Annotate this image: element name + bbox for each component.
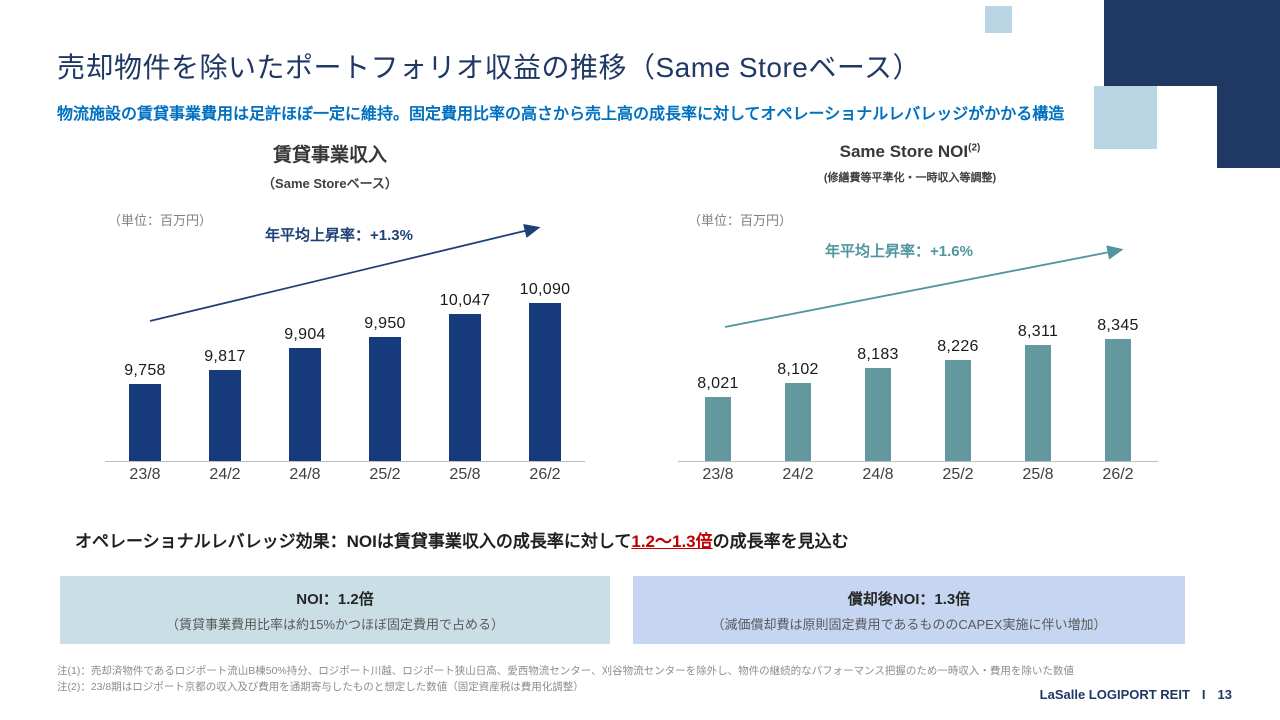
bar-value-label: 9,950 bbox=[364, 315, 406, 333]
amortized-noi-box: 償却後NOI：1.3倍 （減価償却費は原則固定費用であるもののCAPEX実施に伴… bbox=[633, 576, 1185, 644]
x-axis-label: 24/2 bbox=[782, 466, 814, 483]
chart-title: Same Store NOI(2) bbox=[650, 140, 1170, 162]
bars-row: 9,758 9,817 9,904 9,950 10,047 10,090 bbox=[105, 232, 585, 462]
leverage-statement: オペレーショナルレバレッジ効果：NOIは賃貸事業収入の成長率に対して1.2〜1.… bbox=[75, 527, 849, 552]
bar-value-label: 8,021 bbox=[697, 375, 739, 392]
chart-same-store-noi: Same Store NOI(2) (修繕費等平準化・一時収入等調整) （単位：… bbox=[650, 140, 1170, 510]
bar bbox=[209, 369, 241, 461]
bar-value-label: 10,047 bbox=[439, 291, 491, 309]
page-title: 売却物件を除いたポートフォリオ収益の推移（Same Storeベース） bbox=[57, 52, 921, 83]
trend-arrow bbox=[724, 245, 1124, 328]
x-axis-label: 25/2 bbox=[369, 466, 401, 483]
bar bbox=[945, 360, 971, 461]
chart-subtitle: (修繕費等平準化・一時収入等調整) bbox=[823, 172, 997, 184]
bar-group: 9,950 bbox=[345, 315, 425, 461]
x-axis-label: 26/2 bbox=[529, 466, 561, 483]
bars-row: 8,021 8,102 8,183 8,226 8,311 8,345 bbox=[678, 232, 1158, 462]
growth-rate-label: 年平均上昇率：+1.3% bbox=[265, 227, 413, 244]
x-axis-label: 25/8 bbox=[1022, 466, 1054, 483]
x-axis-label: 24/8 bbox=[862, 466, 894, 483]
bar-group: 9,758 bbox=[105, 362, 185, 461]
page-number: 13 bbox=[1217, 687, 1232, 702]
x-axis-label: 24/2 bbox=[209, 466, 241, 483]
bar bbox=[129, 384, 161, 461]
bar-value-label: 8,226 bbox=[937, 338, 979, 356]
decor-navy-strip bbox=[1217, 86, 1280, 168]
x-axis-label: 24/8 bbox=[289, 466, 321, 483]
leverage-highlight: 1.2〜1.3倍 bbox=[631, 532, 713, 551]
footnote: 注(2)：23/8期はロジポート京都の収入及び費用を通期寄与したものと想定した数… bbox=[57, 681, 584, 694]
brand-name: LaSalle LOGIPORT REIT bbox=[1039, 687, 1190, 702]
bar-group: 9,817 bbox=[185, 348, 265, 461]
chart-title: 賃貸事業収入 bbox=[272, 145, 387, 166]
bar bbox=[449, 313, 481, 461]
bar-group: 8,345 bbox=[1078, 317, 1158, 461]
bar-group: 9,904 bbox=[265, 326, 345, 461]
growth-rate-label: 年平均上昇率：+1.6% bbox=[825, 243, 973, 260]
footer-separator: I bbox=[1201, 687, 1206, 702]
categories-row: 23/8 24/2 24/8 25/2 25/8 26/2 bbox=[678, 466, 1158, 484]
bar-group: 10,090 bbox=[505, 281, 585, 461]
noi-box: NOI：1.2倍 （賃貸事業費用比率は約15%かつほぼ固定費用で占める） bbox=[60, 576, 610, 644]
bar bbox=[865, 368, 891, 461]
box-title: NOI：1.2倍 bbox=[296, 590, 374, 608]
bar-value-label: 8,102 bbox=[777, 360, 819, 378]
x-axis-label: 26/2 bbox=[1102, 466, 1134, 483]
leverage-suffix: の成長率を見込む bbox=[712, 532, 849, 551]
bar-value-label: 9,758 bbox=[124, 362, 166, 379]
decor-navy-block bbox=[1104, 0, 1280, 86]
categories-row: 23/8 24/2 24/8 25/2 25/8 26/2 bbox=[105, 466, 585, 484]
box-title: 償却後NOI：1.3倍 bbox=[847, 590, 971, 608]
trend-arrow bbox=[149, 223, 541, 322]
box-note: （賃貸事業費用比率は約15%かつほぼ固定費用で占める） bbox=[165, 616, 505, 632]
x-axis-label: 25/2 bbox=[942, 466, 974, 483]
chart-title-text: Same Store NOI bbox=[839, 142, 969, 161]
chart-title-superscript: (2) bbox=[968, 142, 981, 154]
bar bbox=[369, 337, 401, 461]
bar bbox=[1105, 339, 1131, 461]
bar-group: 8,021 bbox=[678, 375, 758, 461]
unit-label: （単位：百万円） bbox=[108, 213, 213, 228]
x-axis-label: 23/8 bbox=[702, 466, 734, 483]
decor-square-small bbox=[985, 6, 1012, 33]
bar bbox=[529, 303, 561, 461]
bar bbox=[1025, 345, 1051, 461]
footnotes: 注(1)：売却済物件であるロジポート流山B棟50%持分、ロジポート川越、ロジポー… bbox=[57, 663, 1074, 696]
bar-value-label: 9,904 bbox=[284, 326, 326, 344]
footer: LaSalle LOGIPORT REIT I 13 bbox=[1040, 687, 1232, 702]
bar-group: 8,102 bbox=[758, 360, 838, 461]
chart-subtitle: （Same Storeベース） bbox=[262, 176, 398, 191]
bar bbox=[785, 382, 811, 461]
bar-group: 8,183 bbox=[838, 346, 918, 461]
bar-value-label: 8,345 bbox=[1097, 317, 1139, 334]
decor-square-lightblue bbox=[1094, 86, 1157, 149]
x-axis-label: 25/8 bbox=[449, 466, 481, 483]
bar-value-label: 8,311 bbox=[1017, 323, 1059, 341]
bar bbox=[289, 348, 321, 461]
x-axis-label: 23/8 bbox=[129, 466, 161, 483]
chart-rental-revenue: 賃貸事業収入 （Same Storeベース） （単位：百万円） 年平均上昇率：+… bbox=[70, 140, 590, 510]
bar-value-label: 8,183 bbox=[857, 346, 899, 363]
bar-value-label: 10,090 bbox=[519, 281, 571, 298]
bar-value-label: 9,817 bbox=[204, 347, 246, 365]
unit-label: （単位：百万円） bbox=[688, 213, 793, 228]
bar-group: 8,226 bbox=[918, 338, 998, 461]
bar-group: 10,047 bbox=[425, 291, 505, 461]
box-note: （減価償却費は原則固定費用であるもののCAPEX実施に伴い増加） bbox=[711, 616, 1107, 632]
footnote: 注(1)：売却済物件であるロジポート流山B棟50%持分、ロジポート川越、ロジポー… bbox=[57, 665, 1074, 677]
bar-group: 8,311 bbox=[998, 323, 1078, 461]
page-subtitle: 物流施設の賃貸事業費用は足許ほぼ一定に維持。固定費用比率の高さから売上高の成長率… bbox=[57, 106, 1065, 123]
bar bbox=[705, 397, 731, 461]
leverage-prefix: オペレーショナルレバレッジ効果：NOIは賃貸事業収入の成長率に対して bbox=[75, 532, 632, 551]
